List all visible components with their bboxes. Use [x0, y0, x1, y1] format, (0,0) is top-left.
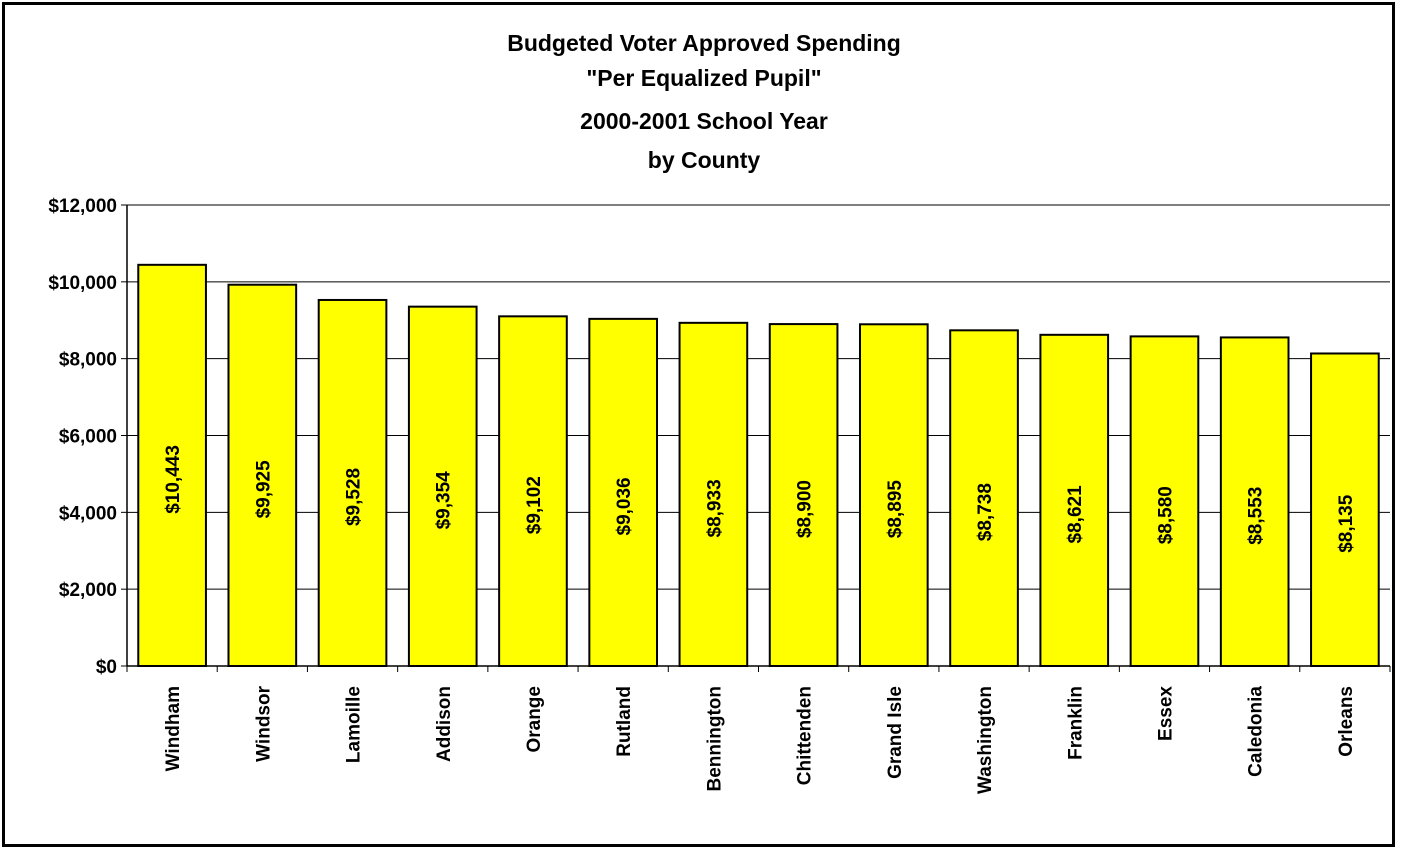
x-tick-label: Franklin — [1065, 686, 1086, 760]
x-tick-label: Caledonia — [1246, 686, 1267, 777]
data-label: $8,135 — [1336, 494, 1357, 553]
title-line-3: 2000-2001 School Year — [580, 108, 828, 134]
data-labels: $10,443 $9,925 $9,528 $9,354 $9,102 $9,036 $8,… — [163, 445, 1357, 553]
bar — [588, 317, 659, 667]
data-label: $8,933 — [704, 479, 725, 537]
y-tick-label: $2,000 — [59, 580, 117, 601]
data-label: $9,036 — [614, 477, 635, 535]
x-tick-label: Orleans — [1336, 686, 1357, 757]
data-label: $8,621 — [1065, 485, 1086, 544]
y-tick-label: $4,000 — [59, 503, 117, 524]
y-tick-label: $0 — [96, 657, 117, 678]
title-line-1: Budgeted Voter Approved Spending — [507, 30, 901, 56]
x-tick-label: Orange — [524, 686, 545, 753]
data-label: $9,354 — [434, 471, 455, 530]
data-label: $9,925 — [253, 460, 274, 519]
data-label: $8,553 — [1246, 487, 1267, 545]
axes — [126, 205, 1391, 672]
bar — [1129, 335, 1200, 667]
title-line-2: "Per Equalized Pupil" — [586, 65, 821, 91]
x-tick-label: Windham — [163, 686, 184, 771]
x-tick-label: Rutland — [614, 686, 635, 757]
bar — [678, 321, 749, 667]
y-tick-label: $6,000 — [59, 427, 117, 448]
bar — [227, 283, 298, 667]
x-tick-label: Windsor — [253, 685, 274, 761]
bar — [317, 298, 388, 667]
bar — [498, 315, 568, 667]
bar — [1219, 336, 1290, 667]
x-tick-label: Bennington — [704, 686, 725, 792]
y-tick-label: $12,000 — [48, 196, 117, 217]
x-tick-label: Grand Isle — [885, 686, 906, 779]
x-axis-labels: Windham Windsor Lamoille Addison Orange Rutla… — [163, 685, 1357, 794]
data-label: $8,900 — [795, 480, 816, 538]
x-tick-label: Essex — [1155, 686, 1176, 741]
x-tick-label: Washington — [975, 686, 996, 794]
title-line-4: by County — [648, 147, 761, 173]
chart-title: Budgeted Voter Approved Spending "Per Eq… — [507, 30, 901, 173]
data-label: $10,443 — [163, 445, 184, 514]
x-tick-label: Chittenden — [795, 686, 816, 785]
data-label: $8,580 — [1155, 486, 1176, 544]
x-tick-label: Lamoille — [344, 686, 365, 763]
x-tick-label: Addison — [434, 686, 455, 762]
bars — [137, 263, 1380, 667]
y-tick-label: $8,000 — [59, 350, 117, 371]
bar — [407, 305, 478, 667]
gridlines — [127, 204, 1390, 590]
data-label: $8,895 — [885, 480, 906, 539]
bar — [137, 263, 207, 667]
data-label: $8,738 — [975, 483, 996, 541]
data-label: $9,102 — [524, 476, 545, 534]
y-tick-label: $10,000 — [48, 273, 117, 294]
bar — [1039, 333, 1110, 667]
bar — [949, 329, 1019, 667]
data-label: $9,528 — [344, 468, 365, 526]
bar — [858, 323, 929, 667]
bar — [1310, 352, 1380, 667]
y-axis-ticks: $0 $2,000 $4,000 $6,000 $8,000 $10,000 $12,000 — [48, 196, 127, 678]
